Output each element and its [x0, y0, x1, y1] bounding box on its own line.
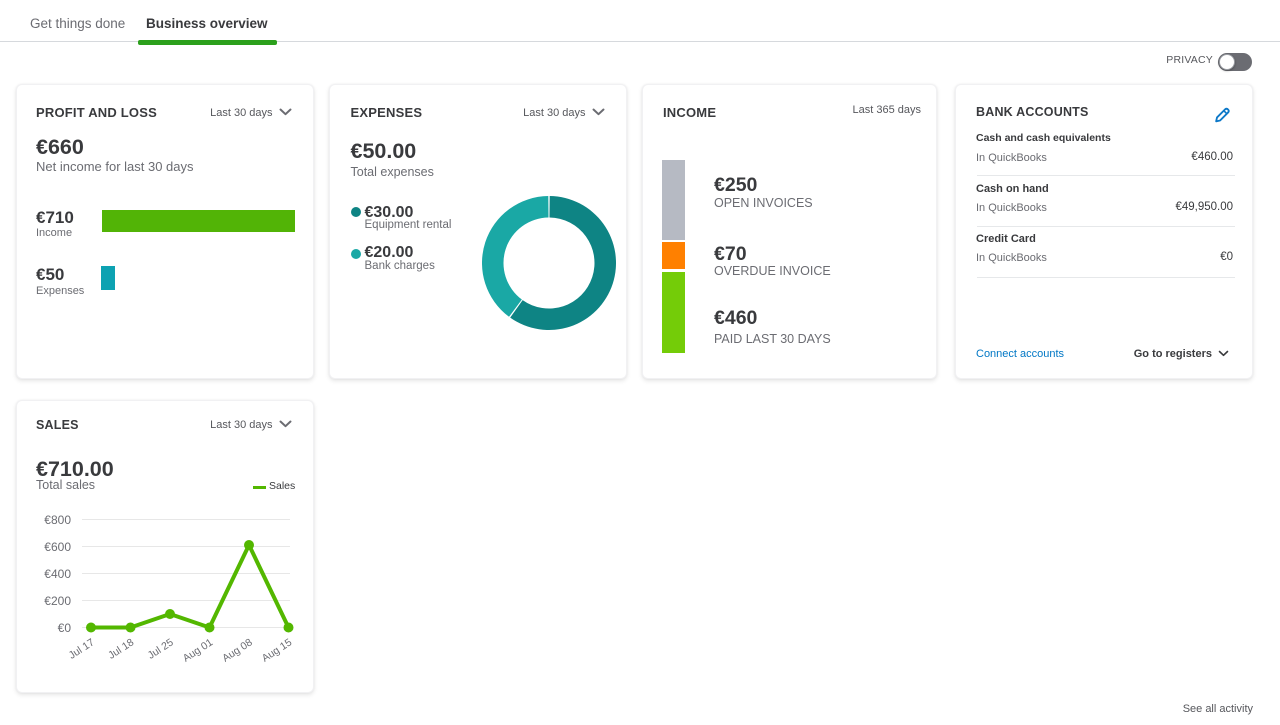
svg-text:€600: €600	[44, 540, 71, 554]
svg-text:Jul 18: Jul 18	[106, 636, 136, 661]
svg-text:€400: €400	[44, 567, 71, 581]
svg-text:Jul 17: Jul 17	[67, 636, 97, 661]
svg-text:Aug 01: Aug 01	[181, 636, 216, 664]
svg-text:Aug 15: Aug 15	[260, 636, 295, 664]
svg-text:Jul 25: Jul 25	[146, 636, 176, 661]
svg-text:€800: €800	[44, 513, 71, 527]
svg-text:Aug 08: Aug 08	[220, 636, 255, 664]
svg-text:€0: €0	[58, 621, 72, 635]
svg-text:€200: €200	[44, 594, 71, 608]
